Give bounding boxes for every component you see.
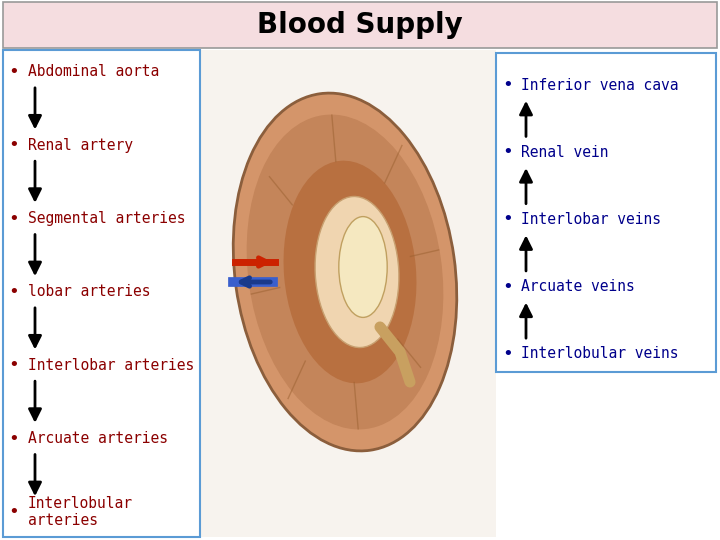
Ellipse shape <box>315 197 399 348</box>
Text: Inferior vena cava: Inferior vena cava <box>521 78 678 92</box>
FancyBboxPatch shape <box>3 2 717 48</box>
Text: Arcuate veins: Arcuate veins <box>521 279 635 294</box>
Text: Interlobar veins: Interlobar veins <box>521 212 661 227</box>
Text: •: • <box>503 76 513 94</box>
Ellipse shape <box>284 161 416 383</box>
Text: Renal vein: Renal vein <box>521 145 608 160</box>
Text: •: • <box>9 63 19 81</box>
Text: •: • <box>9 136 19 154</box>
Text: Blood Supply: Blood Supply <box>257 11 463 39</box>
Ellipse shape <box>339 217 387 318</box>
Text: •: • <box>9 356 19 374</box>
Text: lobar arteries: lobar arteries <box>28 285 150 300</box>
Text: Interlobular veins: Interlobular veins <box>521 347 678 361</box>
FancyBboxPatch shape <box>496 53 716 372</box>
Ellipse shape <box>233 93 456 451</box>
Text: Renal artery: Renal artery <box>28 138 133 153</box>
Text: •: • <box>9 503 19 521</box>
Text: •: • <box>9 430 19 448</box>
Text: •: • <box>9 283 19 301</box>
Text: Interlobular
arteries: Interlobular arteries <box>28 496 133 528</box>
Text: •: • <box>503 345 513 363</box>
Text: Abdominal aorta: Abdominal aorta <box>28 64 159 79</box>
Text: Arcuate arteries: Arcuate arteries <box>28 431 168 446</box>
Text: •: • <box>503 278 513 296</box>
Text: Interlobar arteries: Interlobar arteries <box>28 358 194 373</box>
FancyBboxPatch shape <box>3 50 200 537</box>
Text: •: • <box>9 210 19 228</box>
Text: •: • <box>503 143 513 161</box>
FancyBboxPatch shape <box>200 50 496 537</box>
Ellipse shape <box>247 114 444 429</box>
Text: Segmental arteries: Segmental arteries <box>28 211 186 226</box>
Text: •: • <box>503 211 513 228</box>
